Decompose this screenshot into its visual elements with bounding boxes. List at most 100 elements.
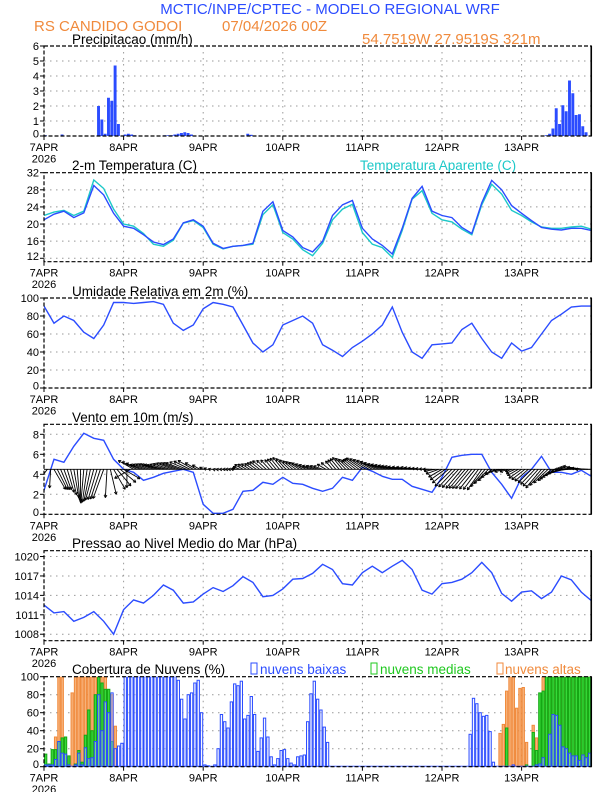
legend-high-label: nuvens altas [505,662,581,677]
cloud-bar [544,676,549,767]
precip-bar [60,134,64,136]
temp-date-label: 11APR [345,268,379,280]
wind-arrow-head [325,460,327,464]
wind-arrow-head [438,485,442,488]
wind-arrow-head [231,467,235,471]
wind-arrow [80,469,85,504]
wind-date-label: 11APR [345,520,379,532]
cloud-bar [103,701,108,767]
wind-arrow [85,469,95,501]
wind-arrow-head [244,463,247,467]
wind-arrow-head [434,484,439,487]
wind-arrow-head [252,460,255,464]
rh-line [44,300,592,360]
wind-arrow-head [352,459,356,463]
cloud-bar [306,721,310,767]
wind-arrow [275,458,287,470]
wind-arrow [104,469,108,498]
wind-arrow [114,468,131,479]
precip-bar [116,124,120,136]
cloud-bar [262,717,267,767]
wind-arrow [264,459,274,470]
wind-arrow [514,468,529,482]
cloud-bar [491,761,496,767]
cloud-bar [97,694,101,767]
wind-arrow [345,457,363,470]
cloud-bar [57,741,61,767]
wind-arrow-head [449,486,453,489]
wind-arrow [272,457,284,470]
wind-arrow-head [132,463,136,467]
wind-arrow [466,469,483,491]
wind-arrow [329,458,340,470]
cloud-bar [325,741,330,767]
location-label: RS CANDIDO GODOI [34,18,182,35]
wind-arrow-head [135,463,139,467]
temp-ytick-label: 28 [27,185,39,197]
cloud-bar [116,745,121,767]
wind-arrow [522,469,539,487]
cloud-bar [286,758,290,767]
cloud-bar [136,676,141,767]
wind-arrow-head [92,496,96,499]
pressure-date-label: 13APR [504,647,539,659]
precip-bar [574,115,578,136]
wind-arrow-head [511,478,515,481]
wind-arrow-head [523,484,527,487]
cloud-bar [216,748,220,767]
pressure-date-label: 7APR [30,647,59,659]
cloud-title: Cobertura de Nuvens (%) [72,662,225,677]
wind-arrow [141,463,157,470]
wind-arrow-head [525,486,529,489]
precip-bar [584,132,588,136]
wind-arrow-head [499,471,504,473]
wind-arrow-head [418,468,422,471]
temp-year-label: 2026 [32,279,56,291]
wind-arrow-head [152,463,156,467]
wind-arrow-head [366,463,370,467]
wind-arrow-head [156,462,159,466]
wind-arrow-head [474,482,478,484]
wind-arrow [470,469,486,487]
cloud-bar [554,714,559,767]
wind-ytick-label: 4 [33,469,39,481]
wind-arrow-head [282,460,285,464]
cloud-year-label: 2026 [32,784,56,792]
wind-arrow [430,468,446,481]
wind-arrow [66,469,75,493]
cloud-bar [183,718,187,767]
precip-title: Precipitacao (mm/h) [72,32,193,47]
precip-bar [110,100,114,136]
wind-arrow-head [138,463,142,467]
cloud-bar [123,676,127,767]
wind-arrow [338,458,350,470]
wind-arrow-head [162,462,165,466]
wind-arrow [135,463,151,470]
cloud-bar [561,746,565,767]
wind-arrow-head [359,461,363,465]
cloud-bar [67,755,71,767]
precip-date-label: 8APR [109,142,138,154]
cloud-bar [156,676,161,767]
wind-arrow [192,464,201,470]
wind-arrow-head [332,457,334,461]
precip-bar [189,134,193,136]
wind-arrow [165,462,184,470]
cloud-bar [189,692,194,767]
cloud-bar [541,757,545,767]
wind-arrow [489,468,502,472]
cloud-bar [561,676,565,767]
wind-arrow [53,469,66,490]
wind-arrow-head [442,486,446,489]
cloud-bar [87,758,91,767]
wind-arrow [452,469,469,489]
cloud-bar [568,676,572,767]
wind-arrow-head [478,479,482,482]
wind-arrow-head [313,465,316,469]
wind-arrow [505,468,512,473]
wind-date-label: 8APR [109,520,138,532]
wind-arrow [118,460,134,470]
wind-arrow [352,459,370,470]
precip-ytick-label: 6 [33,41,39,53]
pressure-line [44,559,592,636]
